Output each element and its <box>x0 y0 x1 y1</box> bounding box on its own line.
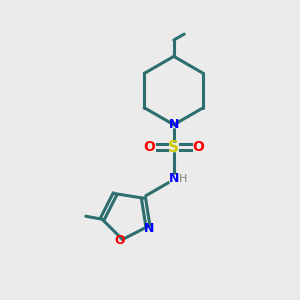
Text: S: S <box>168 140 179 154</box>
Text: O: O <box>143 140 155 154</box>
Text: N: N <box>169 172 179 185</box>
Text: N: N <box>144 222 154 235</box>
Text: O: O <box>193 140 204 154</box>
Text: N: N <box>169 118 179 131</box>
Text: H: H <box>179 174 188 184</box>
Text: O: O <box>115 234 125 248</box>
